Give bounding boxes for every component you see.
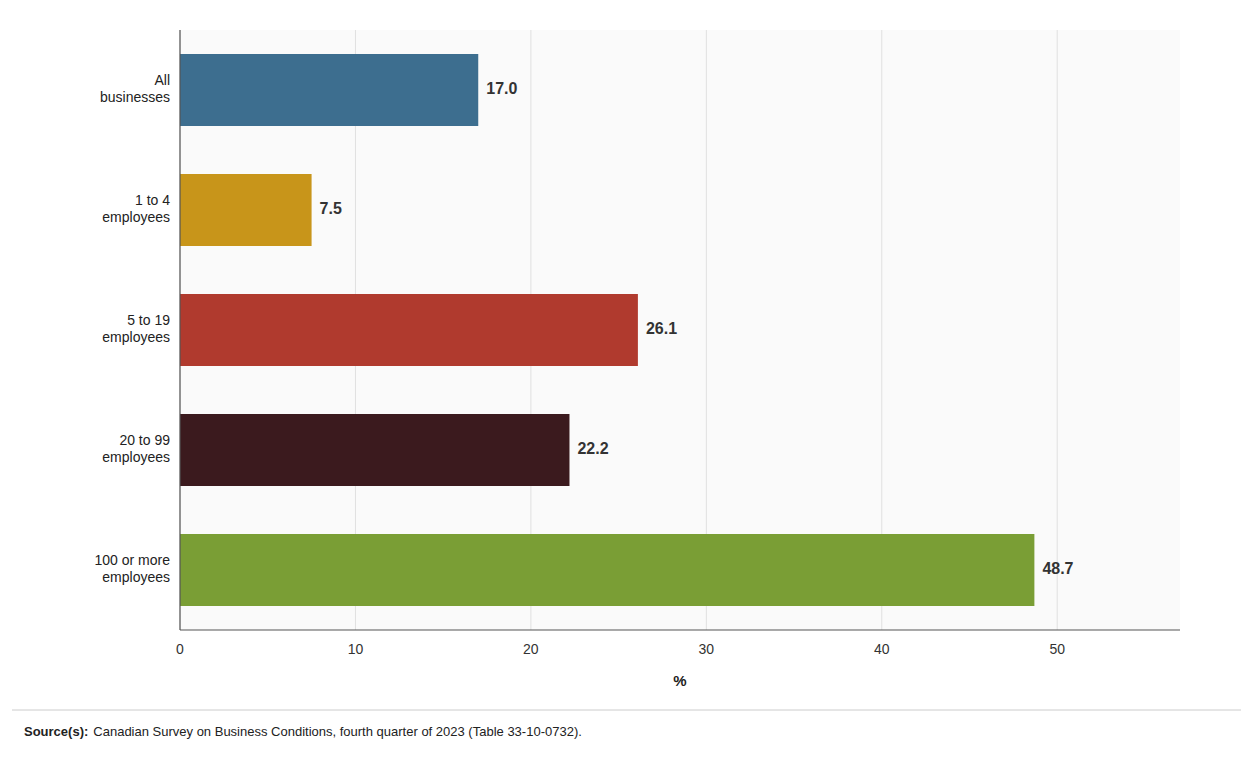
y-axis-line <box>179 30 180 630</box>
category-label-line: All <box>154 72 170 88</box>
data-label: 22.2 <box>577 440 608 457</box>
category-label: 5 to 19employees <box>102 312 170 345</box>
tick-label: 40 <box>874 641 890 657</box>
category-label-line: 100 or more <box>95 552 171 568</box>
plot-background <box>180 30 1180 630</box>
tick-label: 0 <box>176 641 184 657</box>
x-axis-line <box>180 629 1180 630</box>
data-label: 17.0 <box>486 80 517 97</box>
category-label-line: 5 to 19 <box>127 312 170 328</box>
category-label-line: businesses <box>100 89 170 105</box>
category-label: 100 or moreemployees <box>95 552 171 585</box>
category-label-line: 1 to 4 <box>135 192 170 208</box>
annotation: Source(s): <box>24 724 88 739</box>
category-label-line: employees <box>102 209 170 225</box>
category-label: 1 to 4employees <box>102 192 170 225</box>
category-label: Allbusinesses <box>100 72 170 105</box>
data-label: 7.5 <box>320 200 342 217</box>
bars <box>180 54 1034 606</box>
grid-line <box>180 30 181 630</box>
tick-label: 30 <box>699 641 715 657</box>
bar <box>180 174 312 246</box>
tick-label: 20 <box>523 641 539 657</box>
chart-svg: 0 10 20 30 40 50 17.0 7.5 26.1 22.2 48.7 Allbusines… <box>0 0 1253 768</box>
grid-line <box>1057 30 1058 630</box>
separator <box>12 710 1241 711</box>
annotation: Canadian Survey on Business Conditions, … <box>93 724 582 739</box>
source-note: Source(s): Canadian Survey on Business Co… <box>24 724 582 739</box>
category-label-line: 20 to 99 <box>119 432 170 448</box>
category-label: 20 to 99employees <box>102 432 170 465</box>
tick-label: 10 <box>348 641 364 657</box>
bar <box>180 534 1034 606</box>
category-label-line: employees <box>102 329 170 345</box>
x-axis-label: % <box>673 672 686 689</box>
data-label: 26.1 <box>646 320 677 337</box>
bar <box>180 414 569 486</box>
tick-label: 50 <box>1049 641 1065 657</box>
bar <box>180 294 638 366</box>
chart-container: 0 10 20 30 40 50 17.0 7.5 26.1 22.2 48.7 Allbusines… <box>0 0 1253 768</box>
data-label: 48.7 <box>1042 560 1073 577</box>
category-label-line: employees <box>102 569 170 585</box>
category-label-line: employees <box>102 449 170 465</box>
bar <box>180 54 478 126</box>
